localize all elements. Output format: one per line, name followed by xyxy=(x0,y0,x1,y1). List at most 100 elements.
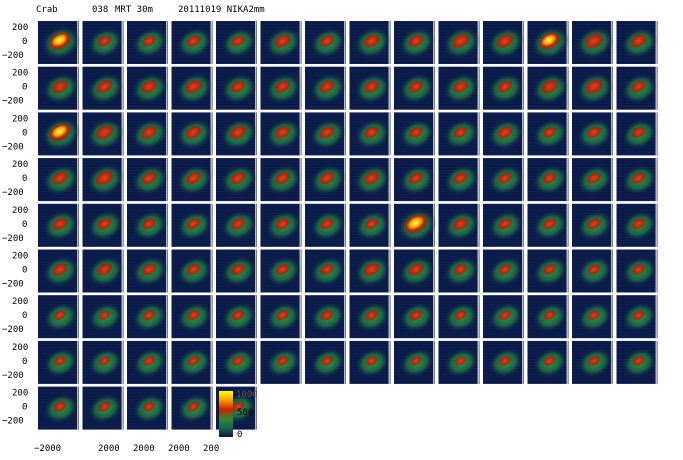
x-tick-label: 2000 xyxy=(98,444,120,454)
map-panel xyxy=(127,203,168,247)
map-panel xyxy=(572,66,614,110)
map-panel xyxy=(349,249,391,293)
map-panel xyxy=(394,112,435,156)
map-panel xyxy=(483,66,524,110)
map-panel xyxy=(260,158,302,202)
map-panel xyxy=(572,249,613,293)
scan-number: 038 xyxy=(92,5,109,15)
map-panel xyxy=(38,21,81,64)
x-tick-label: 2000 xyxy=(168,444,190,454)
y-tick-label: −200 xyxy=(2,325,24,335)
y-tick-label: 0 xyxy=(22,220,27,230)
map-panel xyxy=(38,386,79,430)
map-panel xyxy=(305,112,346,156)
map-panel xyxy=(349,21,391,64)
map-panel xyxy=(171,158,213,202)
map-panel xyxy=(527,158,569,202)
y-tick-label: 0 xyxy=(22,37,27,47)
map-panel xyxy=(394,295,435,339)
map-panel xyxy=(483,158,524,202)
map-panel xyxy=(82,340,124,384)
map-panel xyxy=(38,295,79,339)
map-panel xyxy=(260,340,302,384)
date-instrument: 20111019 NIKA2mm xyxy=(178,5,265,15)
x-tick-label: 2000 xyxy=(133,444,155,454)
y-tick-label: 200 xyxy=(12,343,28,353)
map-panel xyxy=(349,295,391,339)
y-tick-label: 200 xyxy=(12,23,28,33)
map-panel xyxy=(483,203,524,247)
map-panel xyxy=(260,249,302,293)
map-panel xyxy=(260,295,302,339)
map-panel xyxy=(82,158,124,202)
y-tick-label: −200 xyxy=(2,234,24,244)
map-panel xyxy=(216,112,258,156)
map-panel xyxy=(171,203,213,247)
map-panel xyxy=(483,112,524,156)
map-panel xyxy=(82,203,124,247)
map-panel xyxy=(438,158,480,202)
map-panel xyxy=(394,21,435,64)
map-panel xyxy=(216,21,257,64)
map-panel xyxy=(394,340,435,384)
telescope-name: MRT 30m xyxy=(115,5,153,15)
map-panel xyxy=(438,295,480,339)
map-panel xyxy=(527,112,569,156)
map-panel xyxy=(572,340,613,384)
map-panel xyxy=(171,249,213,293)
map-panel xyxy=(171,295,213,339)
map-panel xyxy=(216,66,257,110)
map-panel xyxy=(438,66,480,110)
map-panel xyxy=(572,295,613,339)
map-panel xyxy=(349,158,391,202)
map-panel xyxy=(127,112,168,156)
map-panel xyxy=(572,203,613,247)
map-panel xyxy=(616,295,658,339)
y-tick-label: 200 xyxy=(12,206,28,216)
map-panel xyxy=(527,249,569,293)
map-panel xyxy=(38,112,81,156)
map-panel xyxy=(216,386,257,430)
map-panel xyxy=(305,21,346,64)
map-panel xyxy=(171,340,213,384)
map-panel xyxy=(483,295,524,339)
y-tick-label: 0 xyxy=(22,311,27,321)
map-panel xyxy=(394,158,435,202)
map-panel xyxy=(38,158,79,202)
map-panel xyxy=(438,21,480,64)
map-panel xyxy=(82,66,124,110)
y-tick-label: −200 xyxy=(2,51,24,61)
map-panel xyxy=(260,112,302,156)
y-tick-label: 200 xyxy=(12,114,28,124)
y-tick-label: 0 xyxy=(22,128,27,138)
map-panel xyxy=(38,66,79,110)
map-panel xyxy=(127,66,168,110)
x-tick-label: −2000 xyxy=(34,444,61,454)
map-panel xyxy=(216,203,257,247)
map-panel xyxy=(572,112,613,156)
map-panel xyxy=(305,158,346,202)
map-panel xyxy=(171,112,213,156)
y-tick-label: 0 xyxy=(22,357,27,367)
map-panel xyxy=(171,66,213,110)
map-panel xyxy=(260,66,302,110)
map-panel xyxy=(127,21,168,64)
map-panel xyxy=(483,21,525,64)
map-panel xyxy=(394,66,435,110)
map-panel xyxy=(572,21,614,64)
map-panel xyxy=(438,112,480,156)
map-panel xyxy=(349,203,391,247)
y-tick-label: 0 xyxy=(22,266,27,276)
map-panel xyxy=(616,340,658,384)
map-panel xyxy=(260,203,302,247)
map-panel xyxy=(394,249,435,293)
map-panel xyxy=(216,295,257,339)
map-panel xyxy=(82,295,124,339)
map-panel xyxy=(216,340,257,384)
map-panel xyxy=(438,340,480,384)
map-panel xyxy=(127,158,168,202)
map-panel xyxy=(305,340,346,384)
y-tick-label: −200 xyxy=(2,417,24,427)
map-panel xyxy=(305,295,346,339)
